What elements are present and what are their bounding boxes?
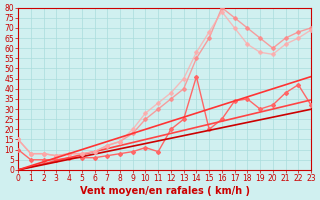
X-axis label: Vent moyen/en rafales ( km/h ): Vent moyen/en rafales ( km/h ) [80, 186, 250, 196]
